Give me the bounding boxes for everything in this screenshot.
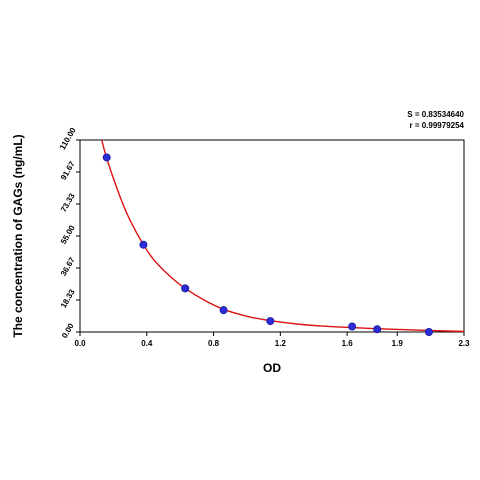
data-point [373, 325, 382, 334]
x-tick-label: 2.3 [458, 339, 470, 348]
y-tick-label: 55.00 [59, 223, 77, 245]
y-axis: 0.00 18.33 36.67 55.00 73.33 91.67 110.00 [58, 126, 80, 340]
y-axis-title: The concentration of GAGs (ng/mL) [11, 134, 25, 337]
data-point [348, 322, 357, 331]
fit-curve-layer [101, 139, 465, 333]
data-point [424, 327, 433, 336]
x-axis-title: OD [263, 361, 281, 375]
x-tick-label: 1.2 [275, 339, 287, 348]
y-tick-label: 0.00 [60, 321, 76, 339]
data-points-layer [102, 153, 433, 336]
y-tick-label: 18.33 [59, 287, 77, 309]
x-tick-label: 0.8 [208, 339, 220, 348]
y-tick-label: 36.67 [59, 255, 77, 277]
y-tick-label: 73.33 [59, 191, 77, 213]
fit-curve-line [101, 139, 465, 333]
x-tick-label: 1.6 [342, 339, 354, 348]
y-tick-label: 91.67 [59, 159, 77, 181]
r-statistic: r = 0.99979254 [410, 121, 465, 130]
x-tick-label: 1.9 [392, 339, 404, 348]
x-axis: 0.0 0.4 0.8 1.2 1.6 1.9 2.3 [74, 332, 470, 348]
data-point [219, 306, 228, 315]
x-tick-label: 0.4 [141, 339, 153, 348]
data-point [139, 240, 148, 249]
data-point [266, 317, 275, 326]
data-point [181, 284, 190, 293]
s-statistic: S = 0.83534640 [407, 110, 464, 119]
y-tick-label: 110.00 [58, 126, 78, 152]
data-point [102, 153, 111, 162]
x-tick-label: 0.0 [74, 339, 86, 348]
